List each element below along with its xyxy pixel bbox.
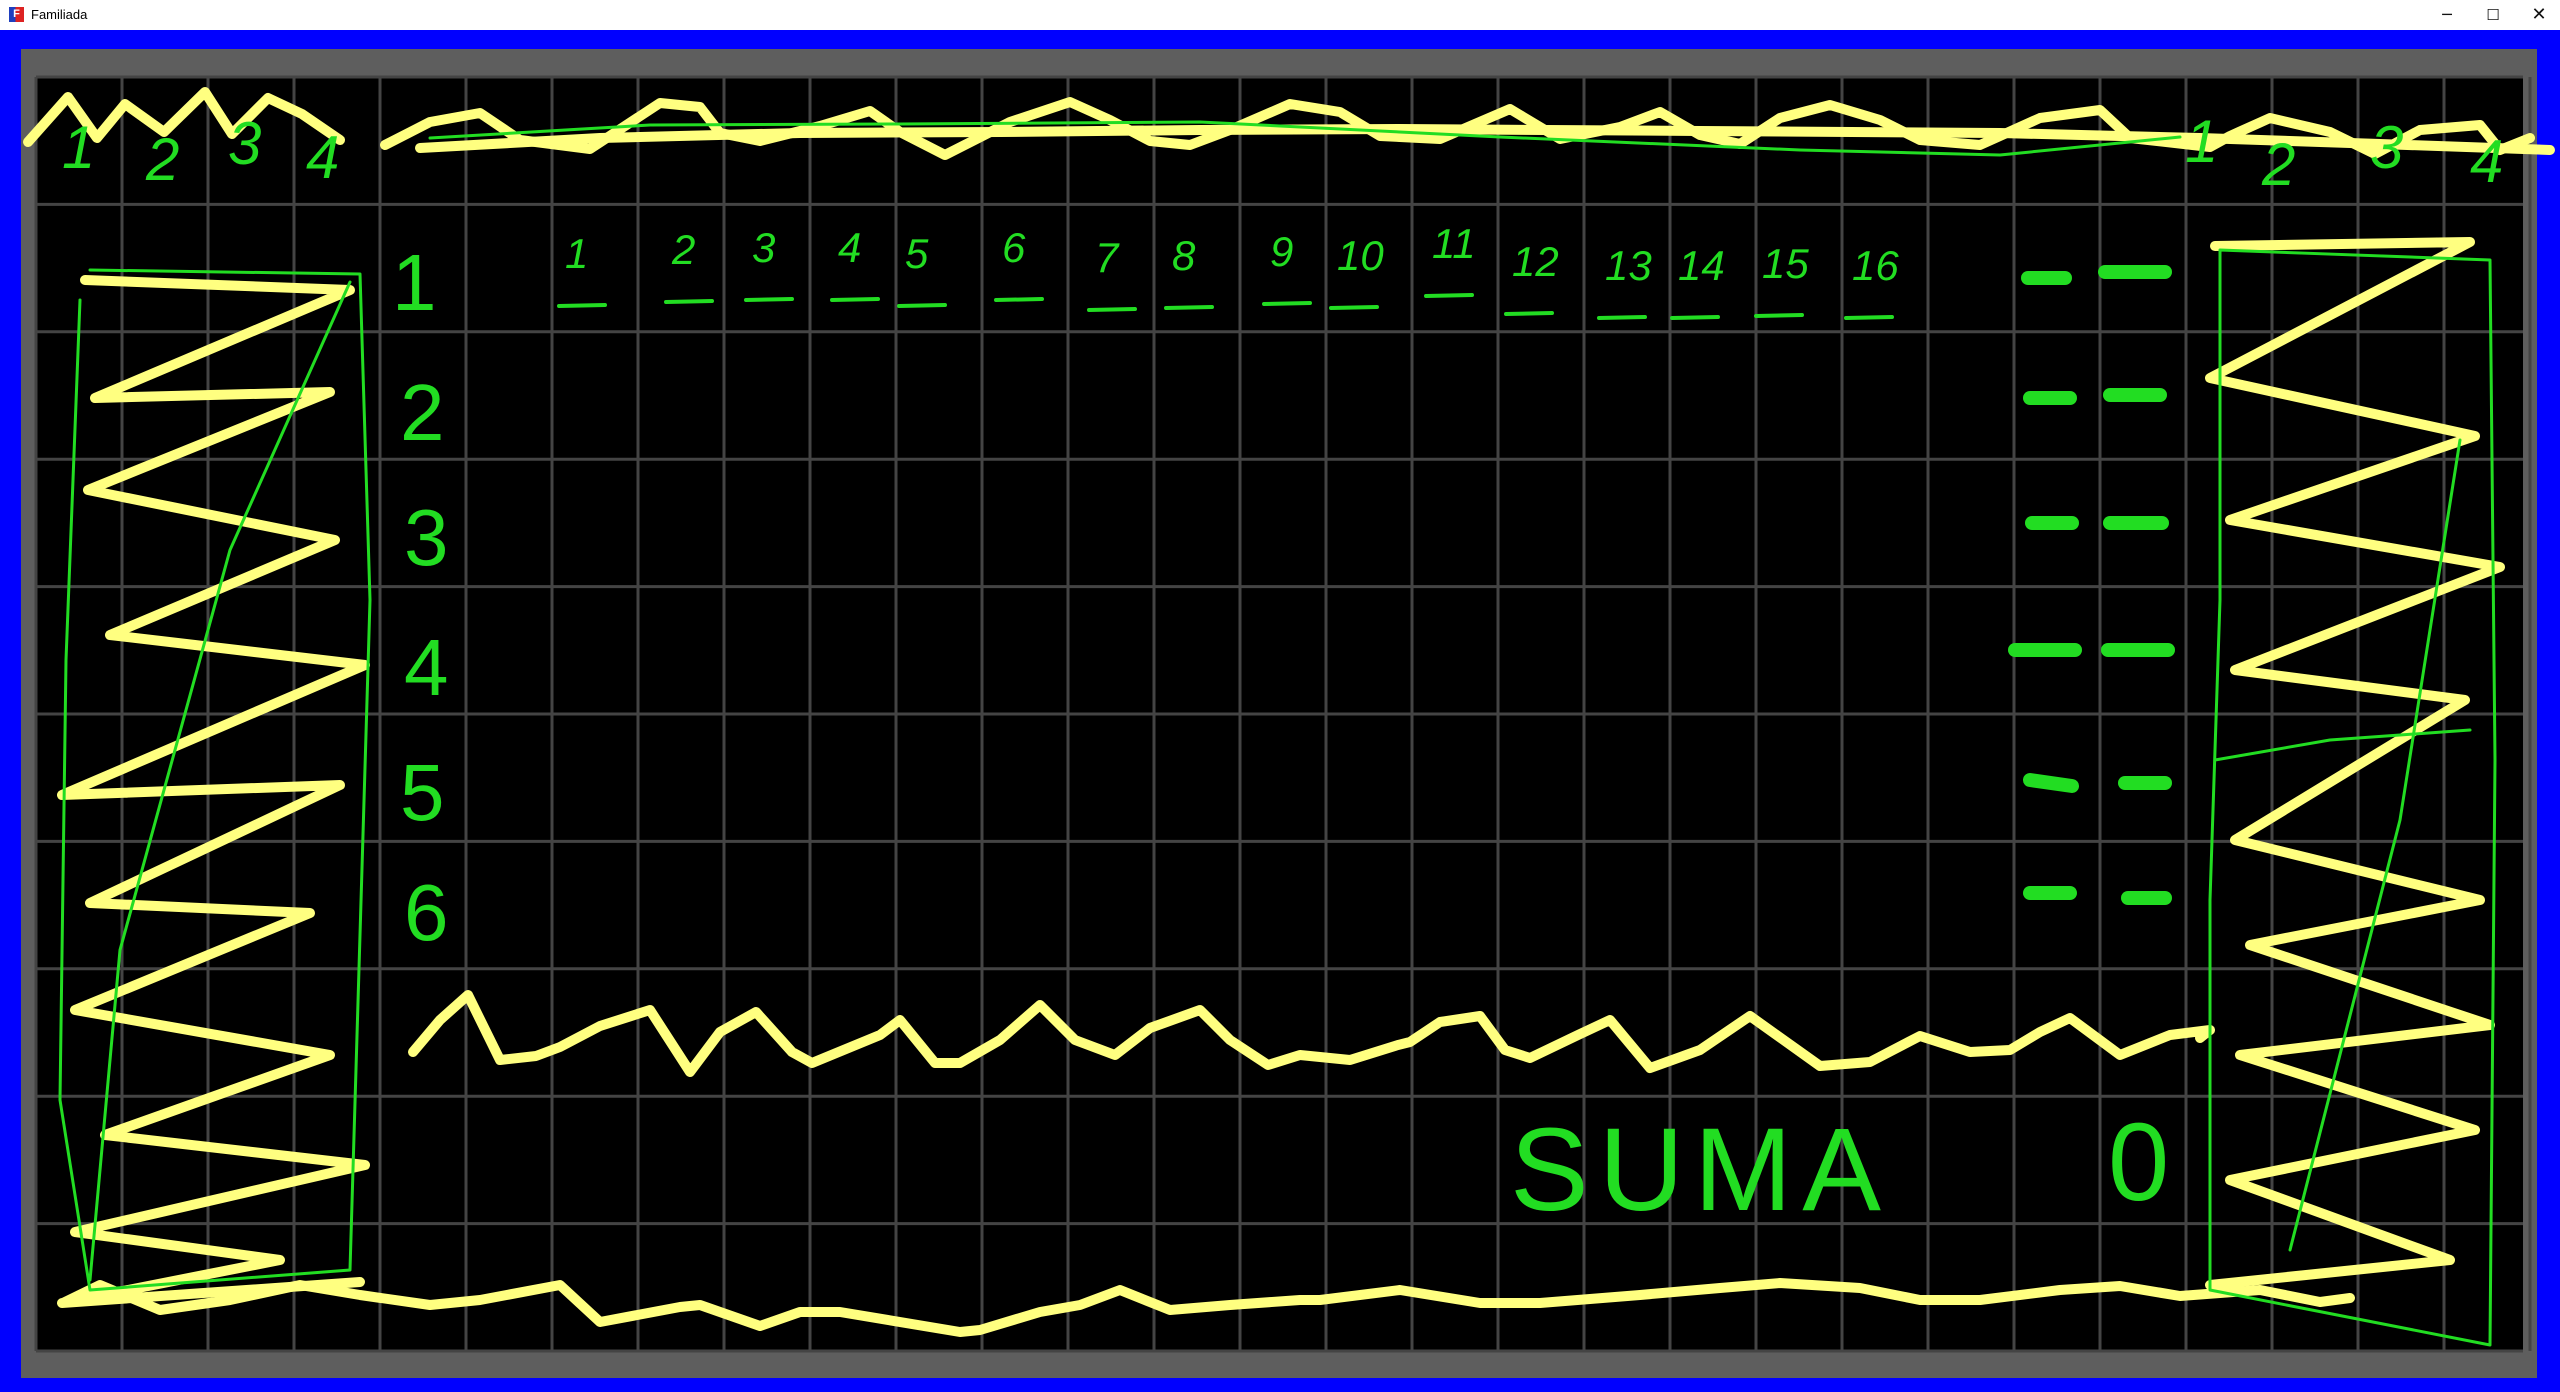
column-underline-7 xyxy=(1087,307,1137,312)
answer-placeholders xyxy=(2008,265,2175,905)
column-underline-14 xyxy=(1670,315,1720,320)
top-right-numbers: 1 2 3 4 xyxy=(2185,108,2503,198)
top-right-number-4: 4 xyxy=(2470,128,2503,195)
column-number-11: 11 xyxy=(1432,220,1476,267)
column-underline-12 xyxy=(1504,311,1554,316)
column-underline-1 xyxy=(557,303,607,308)
column-number-15: 15 xyxy=(1762,240,1809,287)
column-underline-2 xyxy=(664,299,714,304)
top-left-number-1: 1 xyxy=(62,114,95,181)
yellow-decorations xyxy=(23,87,2555,1337)
column-number-8: 8 xyxy=(1172,232,1196,279)
sum-label: SUMA xyxy=(1510,1104,1891,1236)
column-number-13: 13 xyxy=(1605,242,1652,289)
column-number-1: 1 xyxy=(565,230,588,277)
column-number-16: 16 xyxy=(1852,242,1899,289)
top-left-number-2: 2 xyxy=(145,126,179,193)
top-right-number-3: 3 xyxy=(2370,114,2403,181)
top-left-number-3: 3 xyxy=(228,110,261,177)
column-underline-15 xyxy=(1754,313,1804,318)
row-number-1: 1 xyxy=(392,238,437,327)
column-underline-11 xyxy=(1424,293,1474,298)
column-number-9: 9 xyxy=(1270,228,1293,275)
column-underline-13 xyxy=(1597,315,1647,320)
top-line-main xyxy=(415,124,2555,155)
right-green-cross xyxy=(2213,728,2472,762)
column-number-14: 14 xyxy=(1678,242,1725,289)
top-wave-left xyxy=(23,87,345,147)
window-title: Familiada xyxy=(31,7,88,22)
top-right-number-2: 2 xyxy=(2261,131,2295,198)
row-number-2: 2 xyxy=(400,368,445,457)
column-underline-4 xyxy=(830,297,880,302)
column-underline-6 xyxy=(994,297,1044,302)
top-right-number-1: 1 xyxy=(2185,108,2218,175)
sum-value: 0 xyxy=(2108,1101,2169,1224)
left-green-diagonal xyxy=(88,280,352,1282)
column-number-3: 3 xyxy=(752,224,775,271)
column-number-6: 6 xyxy=(1002,224,1026,271)
column-underline-10 xyxy=(1329,305,1379,310)
middle-wave xyxy=(408,990,2215,1077)
top-green-line xyxy=(428,120,2182,157)
green-decorations xyxy=(58,120,2497,1347)
left-zigzag xyxy=(57,275,370,1308)
app-icon: F xyxy=(9,7,24,22)
column-number-12: 12 xyxy=(1512,238,1559,285)
minimize-button[interactable]: ─ xyxy=(2442,5,2452,24)
top-left-number-4: 4 xyxy=(306,124,339,191)
row-number-6: 6 xyxy=(404,868,449,957)
column-underlines xyxy=(557,293,1894,320)
column-underline-9 xyxy=(1262,301,1312,306)
right-zigzag xyxy=(2205,237,2505,1290)
column-underline-5 xyxy=(897,303,947,308)
column-number-2: 2 xyxy=(671,226,695,273)
column-number-4: 4 xyxy=(838,224,861,271)
top-left-numbers: 1 2 3 4 xyxy=(62,110,339,193)
column-number-7: 7 xyxy=(1095,234,1120,281)
column-underline-3 xyxy=(744,297,794,302)
board-labels: 1 2 3 4 1 2 3 4 1 2 3 4 5 6 1 2 3 4 5 6 7 8 9 10 1… xyxy=(62,108,2503,1236)
answer-5-dash-a xyxy=(2023,773,2079,793)
right-green-diagonal xyxy=(2288,438,2462,1252)
column-numbers: 1 2 3 4 5 6 7 8 9 10 11 12 13 14 15 16 xyxy=(565,220,1899,289)
column-underline-16 xyxy=(1844,315,1894,320)
column-number-5: 5 xyxy=(905,230,929,277)
close-button[interactable]: ✕ xyxy=(2531,4,2547,25)
column-underline-8 xyxy=(1164,305,1214,310)
row-number-5: 5 xyxy=(400,748,445,837)
column-number-10: 10 xyxy=(1337,232,1384,279)
left-green-outline xyxy=(58,268,372,1292)
right-green-outline xyxy=(2208,248,2497,1347)
row-numbers: 1 2 3 4 5 6 xyxy=(392,238,449,957)
row-number-3: 3 xyxy=(404,493,449,582)
maximize-button[interactable]: ☐ xyxy=(2486,6,2500,24)
bottom-wave xyxy=(60,1278,2355,1337)
row-number-4: 4 xyxy=(404,623,449,712)
